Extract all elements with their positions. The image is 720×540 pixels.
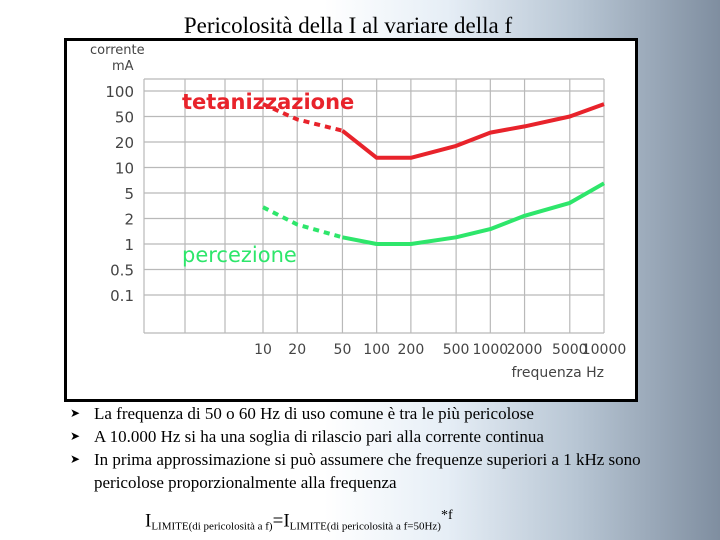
formula-lhs: I (145, 510, 152, 532)
series-label-percezione: percezione (182, 243, 297, 267)
y-tick-label: 1 (124, 236, 134, 254)
formula-lhs-subscript: LIMITE(di pericolosità a f) (151, 520, 273, 533)
bullet-item: ➤ A 10.000 Hz si ha una soglia di rilasc… (70, 425, 710, 448)
frequency-current-chart: 100 50 20 10 5 2 1 0.5 0.1 10 20 50 100 200 500 1000200… (90, 43, 627, 381)
x-tick-label: 2000 (507, 342, 543, 358)
chart-frame: 100 50 20 10 5 2 1 0.5 0.1 10 20 50 100 200 500 1000 200… (64, 38, 638, 402)
x-tick-label: 10000 (582, 342, 627, 358)
series-label-tetanizzazione: tetanizzazione (182, 90, 354, 114)
formula-tail: *f (440, 508, 453, 523)
x-axis-label: frequenza Hz (512, 365, 605, 381)
y-tick-label: 5 (124, 185, 134, 203)
bullet-item: ➤ In prima approssimazione si può assume… (70, 448, 710, 494)
arrowhead-bullet-icon: ➤ (70, 452, 81, 466)
y-tick-label: 0.5 (110, 262, 134, 280)
y-tick-label: 10 (115, 160, 134, 178)
y-tick-label: 50 (115, 109, 134, 127)
y-tick-label: 0.1 (110, 287, 134, 305)
bullet-text: In prima approssimazione si può assumere… (94, 450, 641, 492)
x-tick-label: 1000 (473, 342, 509, 358)
formula: ILIMITE(di pericolosità a f)=ILIMITE(di … (145, 503, 453, 539)
y-tick-label: 2 (124, 211, 134, 229)
formula-rhs: I (283, 510, 290, 532)
series-percezione-line (342, 181, 605, 246)
formula-rhs-subscript: LIMITE(di pericolosità a f=50Hz) (289, 520, 441, 533)
y-axis-label: corrente (90, 43, 145, 58)
bullet-list: ➤ La frequenza di 50 o 60 Hz di uso comu… (70, 402, 710, 494)
y-tick-label: 100 (105, 83, 134, 101)
bullet-text: A 10.000 Hz si ha una soglia di rilascio… (94, 427, 544, 446)
x-tick-label: 5000 (552, 342, 588, 358)
slide-title: Pericolosità della I al variare della f (183, 13, 513, 38)
x-tick-label: 100 (363, 342, 390, 358)
series-tetanizzazione-line (341, 102, 605, 160)
series-percezione-dashed (262, 205, 343, 240)
arrowhead-bullet-icon: ➤ (70, 406, 81, 420)
y-axis-unit: mA (112, 59, 134, 74)
arrowhead-bullet-icon: ➤ (70, 429, 81, 443)
bullet-text: La frequenza di 50 o 60 Hz di uso comune… (94, 404, 534, 423)
x-tick-label: 500 (443, 342, 470, 358)
x-tick-label: 20 (288, 342, 306, 358)
series-tetanizzazione-dashed (262, 102, 343, 133)
x-tick-label: 200 (398, 342, 425, 358)
bullet-item: ➤ La frequenza di 50 o 60 Hz di uso comu… (70, 402, 710, 425)
x-tick-label: 10 (254, 342, 272, 358)
x-tick-label: 50 (334, 342, 352, 358)
formula-equals: = (272, 510, 284, 532)
y-tick-label: 20 (115, 134, 134, 152)
